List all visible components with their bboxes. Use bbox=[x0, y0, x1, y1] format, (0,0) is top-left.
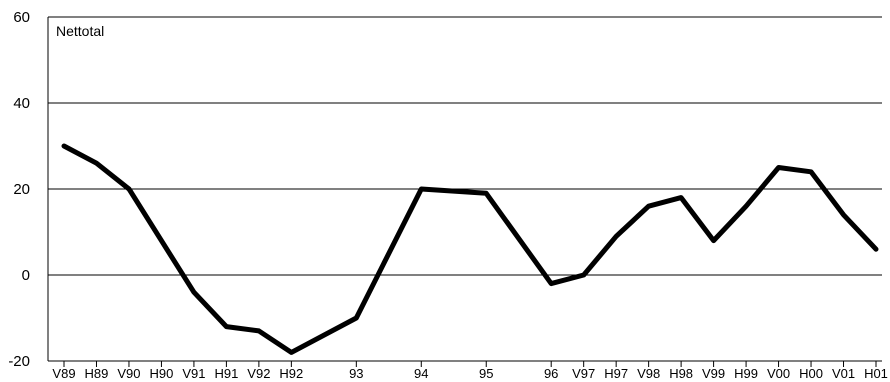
x-tick-label: H00 bbox=[799, 366, 823, 381]
data-point bbox=[258, 330, 260, 332]
series-group bbox=[61, 143, 879, 355]
data-point bbox=[615, 235, 617, 237]
data-point bbox=[778, 167, 780, 168]
x-tick-label: H92 bbox=[279, 366, 303, 381]
x-tick-label: H99 bbox=[734, 366, 758, 381]
x-tick-label: H98 bbox=[669, 366, 693, 381]
x-axis-ticks: V89 H89 V90 H90 V91 H91 V92 H92 93 94 95 96 V97 H97 V9… bbox=[52, 361, 888, 381]
y-axis-ticks: 60 40 20 0 -20 bbox=[8, 9, 30, 370]
data-point bbox=[843, 214, 845, 216]
data-point bbox=[128, 188, 130, 190]
data-point bbox=[420, 188, 422, 190]
data-point bbox=[63, 145, 65, 147]
x-tick-label: V92 bbox=[247, 366, 270, 381]
x-tick-label: V97 bbox=[572, 366, 595, 381]
x-tick-label: V01 bbox=[832, 366, 855, 381]
data-point bbox=[193, 291, 195, 293]
series-label: Nettotal bbox=[56, 23, 104, 39]
data-point bbox=[160, 240, 162, 242]
x-tick-label: H01 bbox=[864, 366, 888, 381]
y-tick-label: -20 bbox=[8, 353, 30, 370]
x-tick-label: 96 bbox=[544, 366, 558, 381]
data-point bbox=[583, 274, 585, 276]
data-point bbox=[713, 240, 715, 242]
x-tick-label: V90 bbox=[117, 366, 140, 381]
data-point bbox=[680, 197, 682, 199]
x-tick-label: 93 bbox=[349, 366, 363, 381]
data-point bbox=[290, 351, 292, 353]
data-point bbox=[550, 283, 552, 285]
x-tick-label: H91 bbox=[214, 366, 238, 381]
x-tick-label: V91 bbox=[182, 366, 205, 381]
gridlines bbox=[47, 16, 882, 362]
data-point bbox=[875, 248, 877, 250]
x-tick-label: H89 bbox=[85, 366, 109, 381]
x-tick-label: V00 bbox=[767, 366, 790, 381]
x-tick-label: V98 bbox=[637, 366, 660, 381]
data-point bbox=[745, 205, 747, 207]
data-point bbox=[355, 317, 357, 319]
series-line bbox=[61, 143, 879, 355]
x-tick-label: 94 bbox=[414, 366, 428, 381]
data-point bbox=[810, 171, 812, 173]
x-tick-label: H97 bbox=[604, 366, 628, 381]
y-tick-label: 60 bbox=[13, 9, 30, 26]
x-tick-label: 95 bbox=[479, 366, 493, 381]
data-point bbox=[648, 205, 650, 207]
x-tick-label: V89 bbox=[52, 366, 75, 381]
data-point bbox=[225, 326, 227, 328]
x-tick-label: H90 bbox=[150, 366, 174, 381]
y-tick-label: 40 bbox=[13, 95, 30, 112]
x-tick-label: V99 bbox=[702, 366, 725, 381]
y-tick-label: 0 bbox=[22, 267, 30, 284]
y-tick-label: 20 bbox=[13, 181, 30, 198]
data-point bbox=[485, 192, 487, 194]
data-point bbox=[95, 162, 97, 164]
